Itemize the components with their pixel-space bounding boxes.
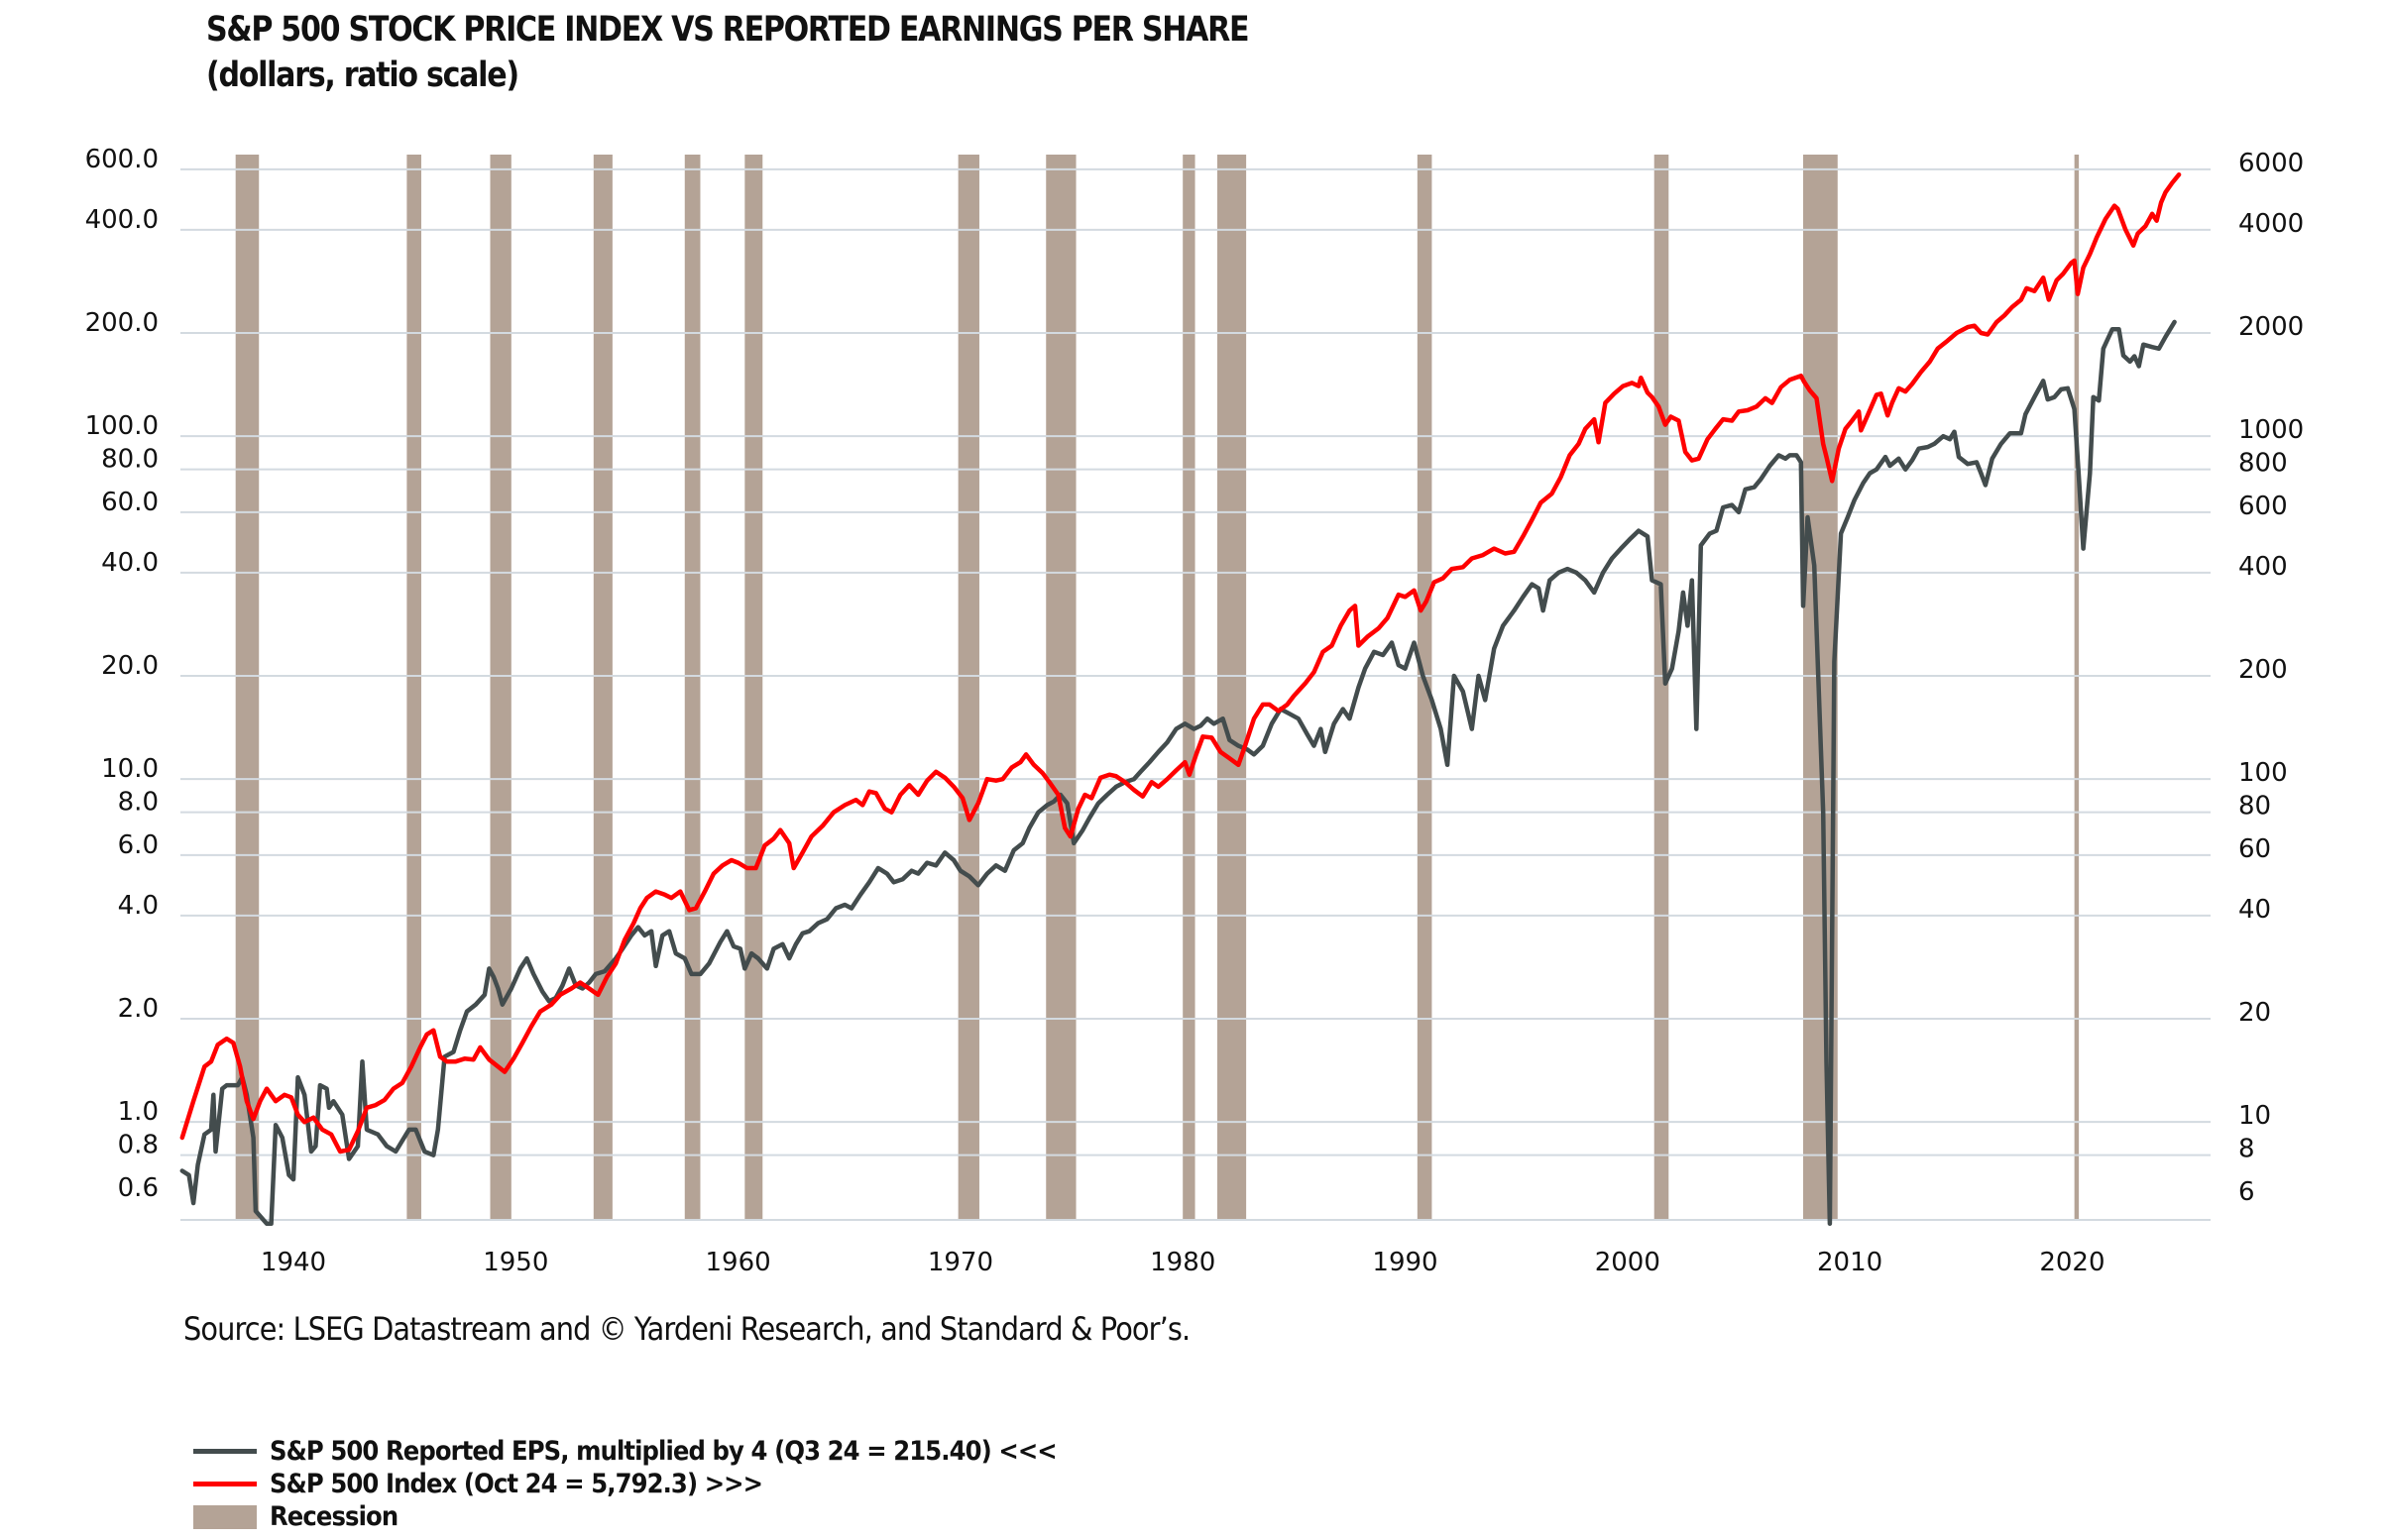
x-tick-label: 1980 — [1150, 1248, 1215, 1277]
legend-swatch-eps — [193, 1449, 257, 1454]
right-tick-label: 6000 — [2238, 149, 2304, 178]
recession-band — [1417, 155, 1432, 1220]
x-tick-label: 1960 — [706, 1248, 771, 1277]
legend: S&P 500 Reported EPS, multiplied by 4 (Q… — [193, 1435, 1144, 1533]
left-tick-label: 40.0 — [101, 548, 159, 578]
left-tick-label: 8.0 — [118, 788, 159, 818]
left-tick-label: 600.0 — [85, 145, 159, 174]
left-tick-label: 200.0 — [85, 308, 159, 338]
x-tick-label: 1940 — [261, 1248, 326, 1277]
legend-item-eps: S&P 500 Reported EPS, multiplied by 4 (Q… — [193, 1435, 1144, 1468]
index-series-line — [179, 171, 2182, 1155]
chart-canvas: 600.0 400.0 200.0 100.0 80.0 60.0 40.0 20.0 10.0… — [85, 145, 2305, 1277]
recession-band — [2074, 155, 2080, 1220]
legend-item-index: S&P 500 Index (Oct 24 = 5,792.3) >>> — [193, 1468, 1144, 1500]
recession-band — [958, 155, 979, 1220]
right-tick-label: 80 — [2238, 792, 2271, 822]
recession-band — [406, 155, 421, 1220]
chart-subtitle: (dollars, ratio scale) — [206, 55, 519, 95]
left-tick-label: 10.0 — [101, 754, 159, 784]
right-tick-label: 1000 — [2238, 415, 2304, 445]
right-y-axis: 6000 4000 2000 1000 800 600 400 200 100 80 60 40 20 1… — [2238, 149, 2304, 1207]
left-tick-label: 80.0 — [101, 445, 159, 475]
legend-label-recession: Recession — [270, 1501, 398, 1532]
legend-item-recession: Recession — [193, 1500, 1144, 1533]
left-tick-label: 400.0 — [85, 205, 159, 235]
left-tick-label: 1.0 — [118, 1097, 159, 1127]
legend-swatch-recession — [193, 1504, 257, 1529]
right-tick-label: 100 — [2238, 758, 2288, 788]
right-tick-label: 400 — [2238, 552, 2288, 582]
right-tick-label: 2000 — [2238, 312, 2304, 342]
recession-band — [235, 155, 260, 1220]
right-tick-label: 600 — [2238, 492, 2288, 521]
recession-band — [1183, 155, 1195, 1220]
left-tick-label: 60.0 — [101, 488, 159, 517]
right-tick-label: 10 — [2238, 1101, 2271, 1131]
source-note: Source: LSEG Datastream and © Yardeni Re… — [183, 1310, 1191, 1348]
recession-band — [1216, 155, 1247, 1220]
legend-swatch-index — [193, 1482, 257, 1486]
x-tick-label: 1990 — [1372, 1248, 1437, 1277]
right-tick-label: 800 — [2238, 449, 2288, 479]
right-tick-label: 4000 — [2238, 209, 2304, 239]
right-tick-label: 20 — [2238, 998, 2271, 1028]
recession-band — [593, 155, 613, 1220]
right-tick-label: 40 — [2238, 895, 2271, 925]
left-tick-label: 0.6 — [118, 1173, 159, 1203]
right-tick-label: 6 — [2238, 1177, 2255, 1207]
x-tick-label: 2010 — [1817, 1248, 1882, 1277]
left-tick-label: 4.0 — [118, 891, 159, 921]
right-tick-label: 200 — [2238, 655, 2288, 685]
eps-series-line — [179, 319, 2177, 1227]
x-tick-label: 2020 — [2039, 1248, 2105, 1277]
right-tick-label: 60 — [2238, 834, 2271, 864]
x-tick-label: 1950 — [483, 1248, 548, 1277]
left-tick-label: 20.0 — [101, 651, 159, 681]
series-lines — [179, 171, 2182, 1227]
left-tick-label: 6.0 — [118, 830, 159, 860]
x-tick-label: 1970 — [928, 1248, 993, 1277]
legend-label-index: S&P 500 Index (Oct 24 = 5,792.3) >>> — [270, 1469, 763, 1499]
recession-band — [744, 155, 763, 1220]
recession-band — [1046, 155, 1077, 1220]
gridlines — [180, 167, 2211, 1156]
x-axis: 1940 1950 1960 1970 1980 1990 2000 2010 2020 — [261, 1248, 2105, 1277]
recession-band — [684, 155, 701, 1220]
left-tick-label: 100.0 — [85, 411, 159, 441]
recession-band — [1653, 155, 1669, 1220]
recession-band — [490, 155, 512, 1220]
left-tick-label: 2.0 — [118, 994, 159, 1024]
chart-title: S&P 500 STOCK PRICE INDEX VS REPORTED EA… — [206, 10, 1250, 50]
left-y-axis: 600.0 400.0 200.0 100.0 80.0 60.0 40.0 20.0 10.0… — [85, 145, 159, 1203]
legend-label-eps: S&P 500 Reported EPS, multiplied by 4 (Q… — [270, 1436, 1058, 1467]
x-tick-label: 2000 — [1595, 1248, 1660, 1277]
left-tick-label: 0.8 — [118, 1131, 159, 1160]
right-tick-label: 8 — [2238, 1135, 2255, 1164]
